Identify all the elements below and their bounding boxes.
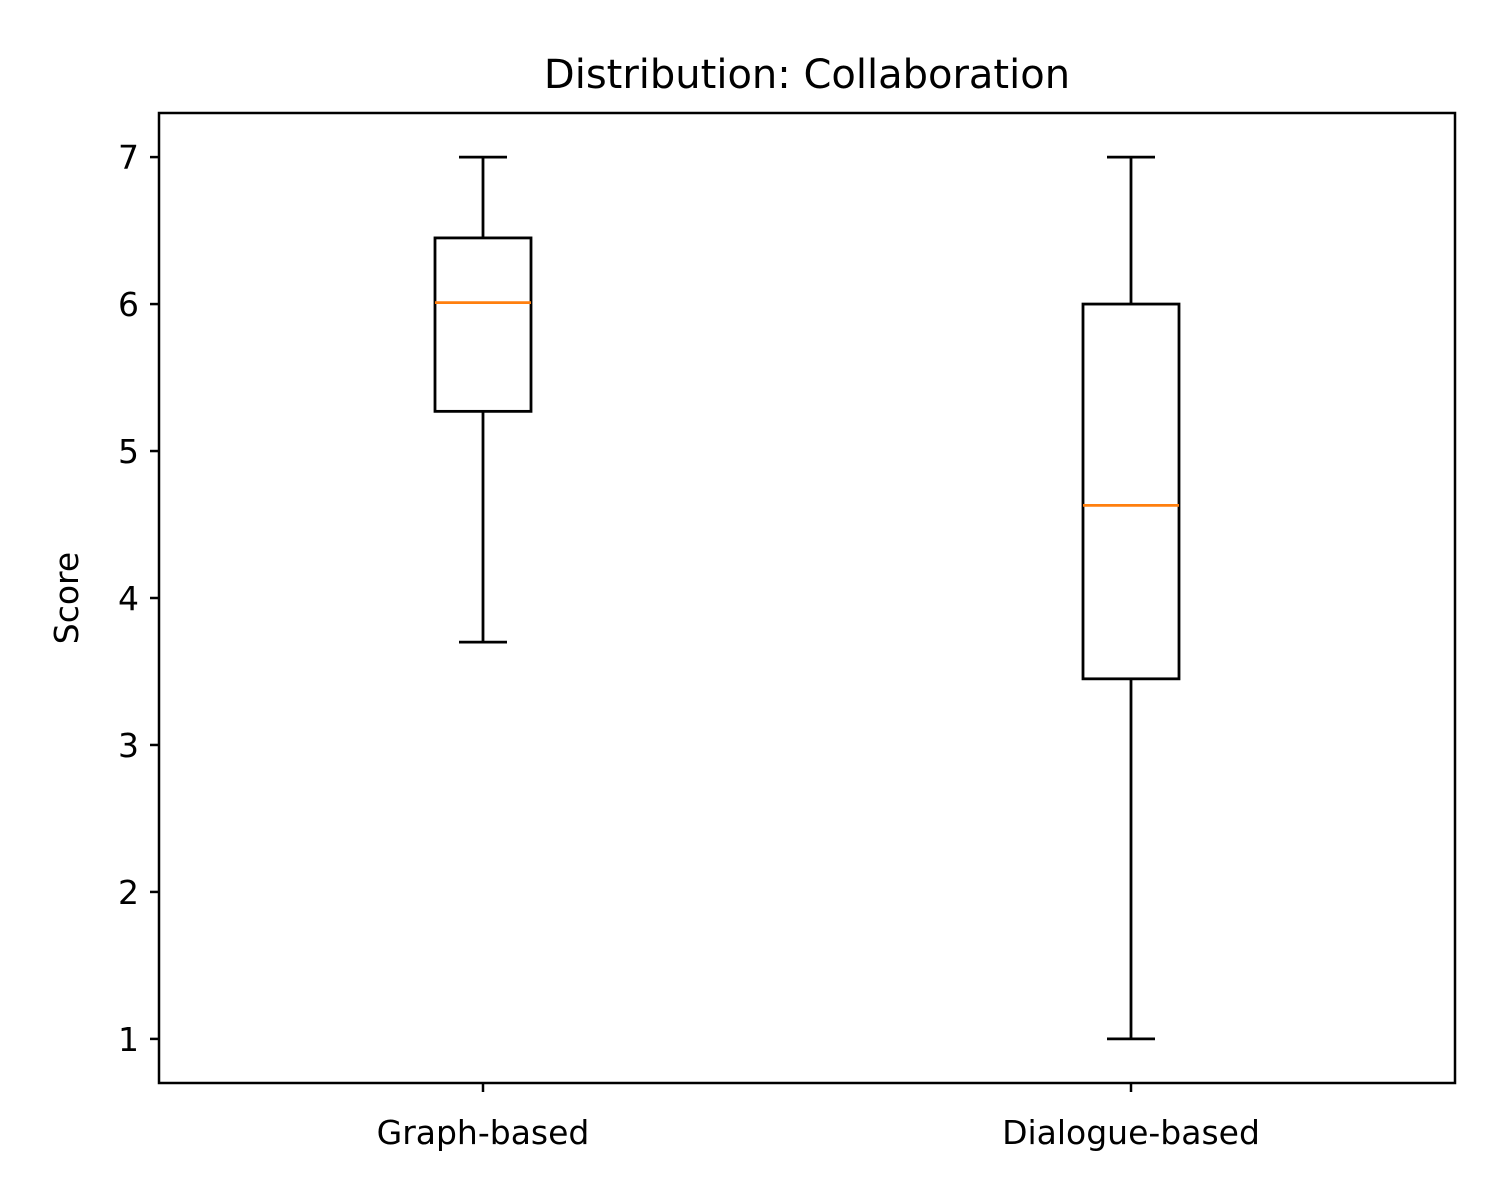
y-axis-label: Score [47,552,86,644]
y-tick-label: 7 [118,138,139,177]
y-tick-label: 1 [118,1020,139,1059]
x-tick-label: Graph-based [377,1113,590,1152]
box-iqr [1081,302,1181,681]
boxes-group [433,155,1181,1041]
plot-area-frame [157,111,1457,1085]
chart-title: Distribution: Collaboration [544,52,1070,98]
box-iqr [433,236,533,413]
y-tick-label: 6 [118,285,139,324]
y-axis-ticks: 1 2 3 4 5 6 7 [118,138,159,1059]
x-axis-ticks: Graph-based Dialogue-based [377,1083,1260,1152]
y-tick-label: 2 [118,873,139,912]
y-tick-label: 3 [118,726,139,765]
x-tick-label: Dialogue-based [1002,1113,1260,1152]
y-tick-label: 5 [118,432,139,471]
y-tick-label: 4 [118,579,139,618]
box-dialogue-based [1081,155,1181,1041]
box-graph-based [433,155,533,644]
